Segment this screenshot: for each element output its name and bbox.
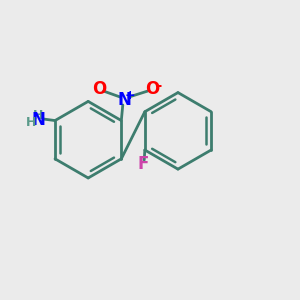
Text: O: O [145,80,159,98]
Text: +: + [124,89,135,102]
Text: O: O [92,80,106,98]
Text: N: N [32,111,46,129]
Text: H: H [33,109,44,122]
Text: F: F [138,155,149,173]
Text: H: H [26,116,37,129]
Text: N: N [117,91,131,109]
Text: -: - [155,78,162,93]
